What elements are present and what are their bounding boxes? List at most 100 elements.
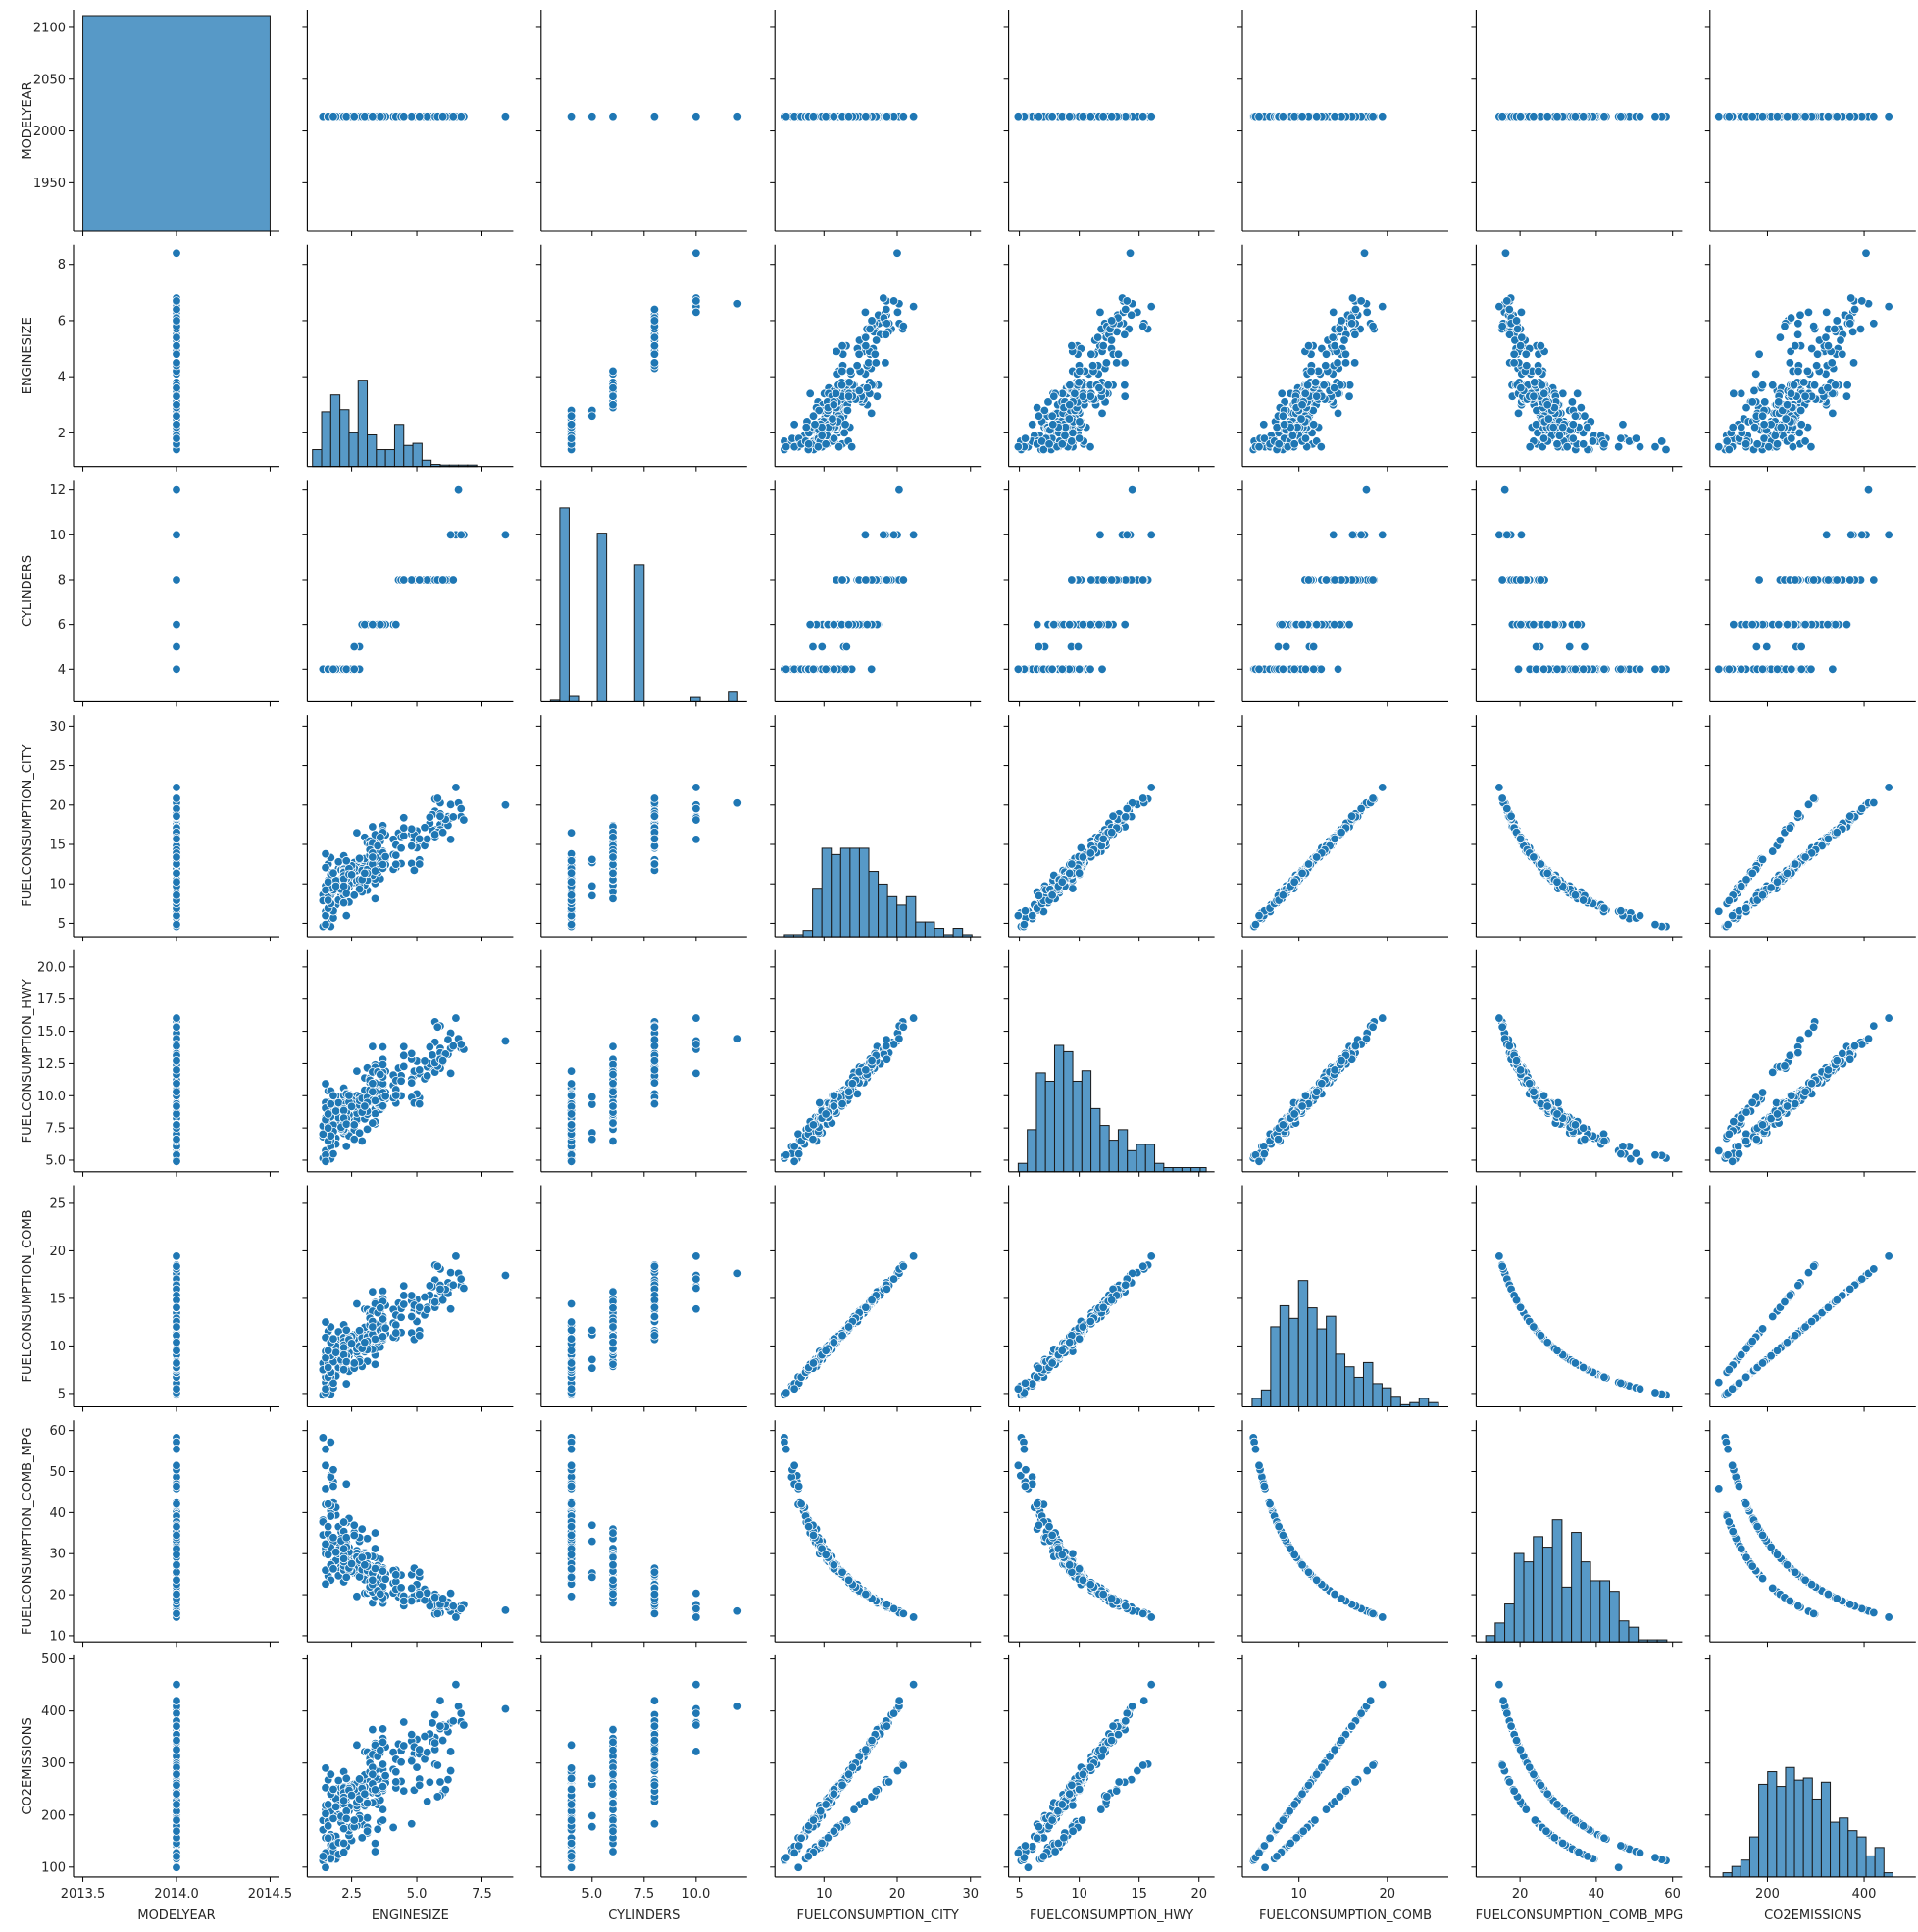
scatter-point <box>1617 434 1626 443</box>
scatter-point <box>1636 112 1644 121</box>
scatter-point <box>1095 620 1104 629</box>
scatter-point <box>1498 112 1507 121</box>
scatter-point <box>415 112 424 121</box>
scatter-point <box>650 112 659 121</box>
scatter-point <box>1079 112 1087 121</box>
y-axis-label: MODELYEAR <box>21 81 35 159</box>
scatter-point <box>1771 432 1780 440</box>
scatter-point <box>1503 297 1512 306</box>
scatter-point <box>1553 440 1562 449</box>
scatter-point <box>1071 389 1080 398</box>
scatter-point <box>1751 370 1760 379</box>
scatter-point <box>844 112 853 121</box>
scatter-point <box>1537 341 1545 350</box>
scatter-point <box>844 620 853 629</box>
scatter-point <box>1517 383 1526 392</box>
scatter-point <box>1870 112 1879 121</box>
scatter-point <box>899 576 908 585</box>
scatter-point <box>814 442 823 451</box>
panel-cylinders-vs-cylinders <box>536 480 747 706</box>
scatter-point <box>1121 305 1130 314</box>
scatter-point <box>587 412 596 421</box>
scatter-point <box>1138 112 1147 121</box>
scatter-point <box>1810 381 1819 389</box>
panel-cylinders-vs-fuelconsumption_comb <box>1237 480 1448 706</box>
scatter-point <box>567 412 576 421</box>
scatter-point <box>889 531 898 539</box>
scatter-point <box>1787 389 1795 398</box>
scatter-point <box>871 350 880 359</box>
scatter-point <box>1553 112 1562 121</box>
scatter-point <box>842 642 851 651</box>
scatter-point <box>1350 359 1359 368</box>
scatter-point <box>1741 440 1750 449</box>
scatter-point <box>449 576 458 585</box>
scatter-point <box>1760 420 1769 429</box>
scatter-point <box>1845 320 1854 329</box>
scatter-point <box>1121 620 1130 629</box>
scatter-point <box>1128 485 1136 494</box>
scatter-point <box>1569 434 1578 443</box>
scatter-point <box>1075 434 1084 443</box>
scatter-point <box>733 112 742 121</box>
scatter-point <box>399 112 408 121</box>
histogram-bar <box>358 381 367 467</box>
histogram-bar <box>422 460 430 466</box>
scatter-point <box>1147 302 1156 311</box>
scatter-point <box>1331 112 1339 121</box>
scatter-point <box>861 333 870 342</box>
scatter-point <box>1514 409 1523 418</box>
scatter-point <box>1255 112 1264 121</box>
scatter-point <box>1651 442 1660 451</box>
histogram-bar <box>313 450 322 467</box>
scatter-point <box>1369 112 1378 121</box>
scatter-point <box>909 302 918 311</box>
scatter-point <box>1714 112 1723 121</box>
scatter-point <box>1543 400 1552 409</box>
scatter-point <box>1786 359 1794 368</box>
scatter-point <box>1312 392 1321 401</box>
scatter-point <box>1845 112 1854 121</box>
scatter-point <box>899 322 908 330</box>
scatter-point <box>883 576 891 585</box>
scatter-point <box>830 400 838 409</box>
scatter-point <box>369 112 378 121</box>
scatter-point <box>1579 112 1588 121</box>
scatter-point <box>1014 665 1023 674</box>
scatter-point <box>1632 434 1640 443</box>
scatter-point <box>733 299 742 308</box>
scatter-point <box>1505 305 1514 314</box>
scatter-point <box>1087 576 1096 585</box>
scatter-point <box>809 665 818 674</box>
scatter-point <box>1290 440 1299 449</box>
scatter-point <box>1799 379 1808 387</box>
scatter-point <box>1862 249 1871 258</box>
scatter-point <box>1828 359 1837 368</box>
scatter-point <box>838 576 847 585</box>
scatter-point <box>173 333 181 342</box>
scatter-point <box>863 620 872 629</box>
scatter-point <box>1856 325 1865 333</box>
scatter-point <box>457 112 466 121</box>
scatter-point <box>1278 389 1287 398</box>
scatter-point <box>1096 531 1105 539</box>
panel-enginesize-vs-fuelconsumption_city <box>770 245 981 472</box>
scatter-point <box>782 665 790 674</box>
scatter-point <box>830 112 838 121</box>
scatter-point <box>1147 531 1156 539</box>
scatter-point <box>1579 440 1588 449</box>
histogram-bar <box>394 425 403 467</box>
scatter-point <box>1758 381 1767 389</box>
scatter-point <box>1329 308 1338 317</box>
scatter-point <box>173 434 181 443</box>
scatter-point <box>1058 440 1067 449</box>
scatter-point <box>1788 434 1796 443</box>
scatter-point <box>822 112 831 121</box>
histogram-bar <box>404 445 413 466</box>
scatter-point <box>1544 415 1553 424</box>
panel-enginesize-vs-fuelconsumption_comb_mpg <box>1471 245 1682 472</box>
histogram-bar <box>413 443 422 467</box>
scatter-point <box>350 642 359 651</box>
scatter-point <box>1107 317 1116 326</box>
